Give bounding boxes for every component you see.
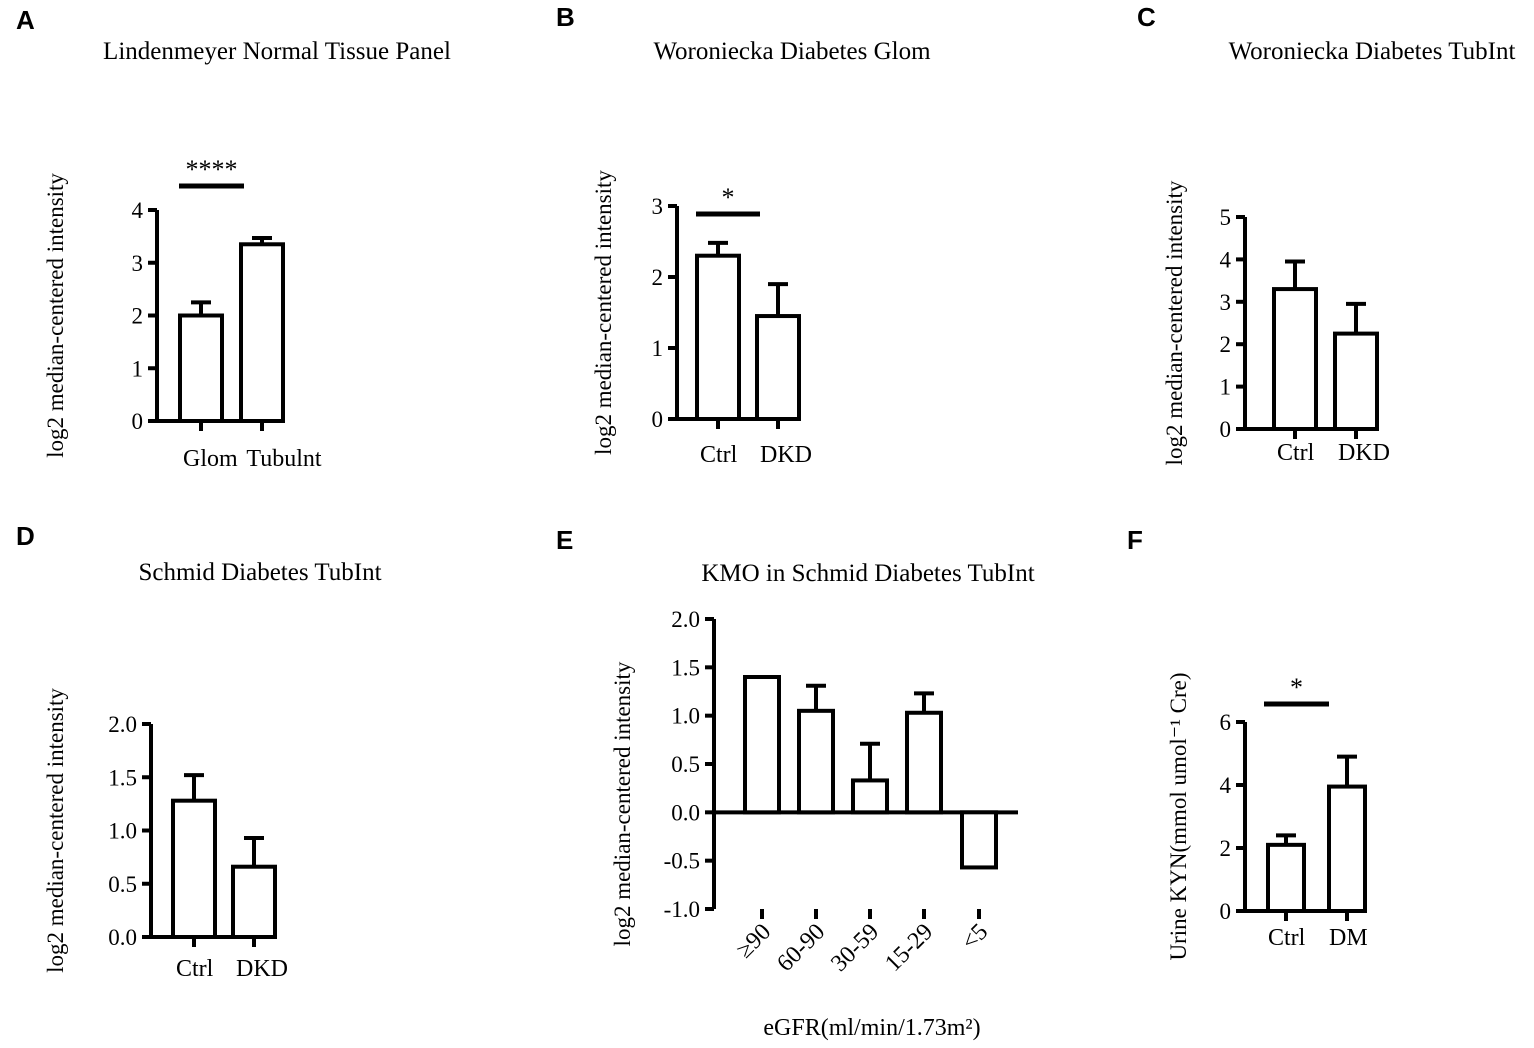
y-tick-label: 0 — [1220, 417, 1232, 442]
bar — [695, 253, 741, 421]
panel-f: F 0 2 4 6 Urine KYN(mmol umol⁻¹ Cre) Ctrl DM * — [1127, 525, 1368, 960]
panel-label: F — [1127, 525, 1143, 555]
y-tick-label: 0.5 — [671, 752, 700, 777]
y-tick-label: 6 — [1220, 710, 1232, 735]
panel-b: B Woroniecka Diabetes Glom 0 1 2 3 log2 median… — [556, 2, 931, 468]
y-axis-label: log2 median-centered intensity — [610, 661, 635, 946]
chart-title: Schmid Diabetes TubInt — [138, 559, 381, 586]
bar — [239, 242, 285, 423]
y-tick-label: 0 — [1220, 899, 1232, 924]
y-tick-label: 2 — [132, 304, 144, 329]
y-tick-label: 1.0 — [108, 819, 137, 844]
y-tick-label: 2 — [652, 265, 664, 290]
y-axis-label: Urine KYN(mmol umol⁻¹ Cre) — [1166, 673, 1191, 961]
significance-label: * — [1290, 673, 1303, 702]
y-tick-label: 0.0 — [108, 925, 137, 950]
panel-label: E — [556, 525, 573, 555]
y-tick-label: -1.0 — [664, 897, 700, 922]
panel-label: C — [1137, 2, 1156, 32]
bar — [960, 810, 998, 870]
category-label: DM — [1329, 925, 1368, 951]
y-tick-label: 2 — [1220, 332, 1232, 357]
category-label: ≥90 — [732, 919, 777, 964]
y-axis-label: log2 median-centered intensity — [43, 688, 68, 973]
category-label: Glom — [183, 446, 238, 472]
category-label: <5 — [957, 919, 993, 955]
bar — [797, 708, 835, 815]
category-label: 30-59 — [826, 919, 884, 977]
panel-label: D — [16, 521, 35, 551]
category-label: Ctrl — [1268, 925, 1306, 951]
category-label: Ctrl — [700, 442, 738, 468]
y-tick-label: 2 — [1220, 836, 1232, 861]
bar — [1327, 784, 1367, 914]
y-axis-label: log2 median-centered intensity — [1162, 180, 1187, 465]
category-label: Ctrl — [1277, 440, 1315, 466]
bar — [231, 864, 277, 940]
y-tick-label: 3 — [652, 194, 664, 219]
bar — [178, 313, 224, 423]
category-label: DKD — [1338, 440, 1390, 466]
panel-a: A Lindenmeyer Normal Tissue Panel 0 1 2 3 4 log… — [16, 5, 451, 472]
y-tick-label: 1 — [132, 356, 144, 381]
y-tick-label: 4 — [132, 198, 144, 223]
chart-title: KMO in Schmid Diabetes TubInt — [701, 560, 1034, 587]
y-tick-label: 3 — [1220, 290, 1232, 315]
category-label: DKD — [236, 956, 288, 982]
y-tick-label: 1.0 — [671, 704, 700, 729]
panel-label: B — [556, 2, 575, 32]
y-tick-label: 0 — [652, 407, 664, 432]
panel-e: E KMO in Schmid Diabetes TubInt -1.0 -0.5 0.… — [556, 525, 1035, 1041]
y-tick-label: 0.0 — [671, 800, 700, 825]
chart-title: Lindenmeyer Normal Tissue Panel — [103, 38, 451, 65]
bar — [851, 778, 889, 815]
panel-c: C Woroniecka Diabetes TubInt 0 1 2 3 4 5 log2 me… — [1137, 2, 1515, 466]
category-label: Tubulnt — [246, 446, 321, 472]
bar — [1333, 331, 1379, 432]
panel-d: D Schmid Diabetes TubInt 0.0 0.5 1.0 1.5 2.0 lo… — [16, 521, 382, 982]
bar — [743, 675, 781, 815]
category-label: 15-29 — [880, 919, 938, 977]
y-tick-label: 1.5 — [671, 655, 700, 680]
bar — [1266, 842, 1306, 913]
y-tick-label: 1.5 — [108, 765, 137, 790]
category-label: 60-90 — [772, 919, 830, 977]
y-tick-label: 0.5 — [108, 872, 137, 897]
bar — [171, 798, 217, 939]
y-axis-label: log2 median-centered intensity — [43, 173, 68, 458]
panel-label: A — [16, 5, 35, 35]
bar — [905, 710, 943, 815]
y-tick-label: -0.5 — [664, 849, 700, 874]
bar — [1272, 287, 1318, 431]
y-tick-label: 2.0 — [108, 712, 137, 737]
bar — [755, 314, 801, 421]
y-axis-label: log2 median-centered intensity — [591, 170, 616, 455]
y-tick-label: 4 — [1220, 773, 1232, 798]
significance-label: * — [722, 183, 735, 212]
y-tick-label: 0 — [132, 409, 144, 434]
category-label: Ctrl — [176, 956, 214, 982]
chart-title: Woroniecka Diabetes Glom — [653, 38, 931, 65]
y-tick-label: 2.0 — [671, 607, 700, 632]
significance-label: **** — [186, 155, 238, 184]
y-tick-label: 3 — [132, 251, 144, 276]
category-label: DKD — [760, 442, 812, 468]
x-axis-label: eGFR(ml/min/1.73m²) — [763, 1015, 980, 1041]
chart-title: Woroniecka Diabetes TubInt — [1229, 38, 1516, 65]
y-tick-label: 1 — [1220, 375, 1232, 400]
y-tick-label: 5 — [1220, 205, 1232, 230]
y-tick-label: 4 — [1220, 247, 1232, 272]
y-tick-label: 1 — [652, 336, 664, 361]
